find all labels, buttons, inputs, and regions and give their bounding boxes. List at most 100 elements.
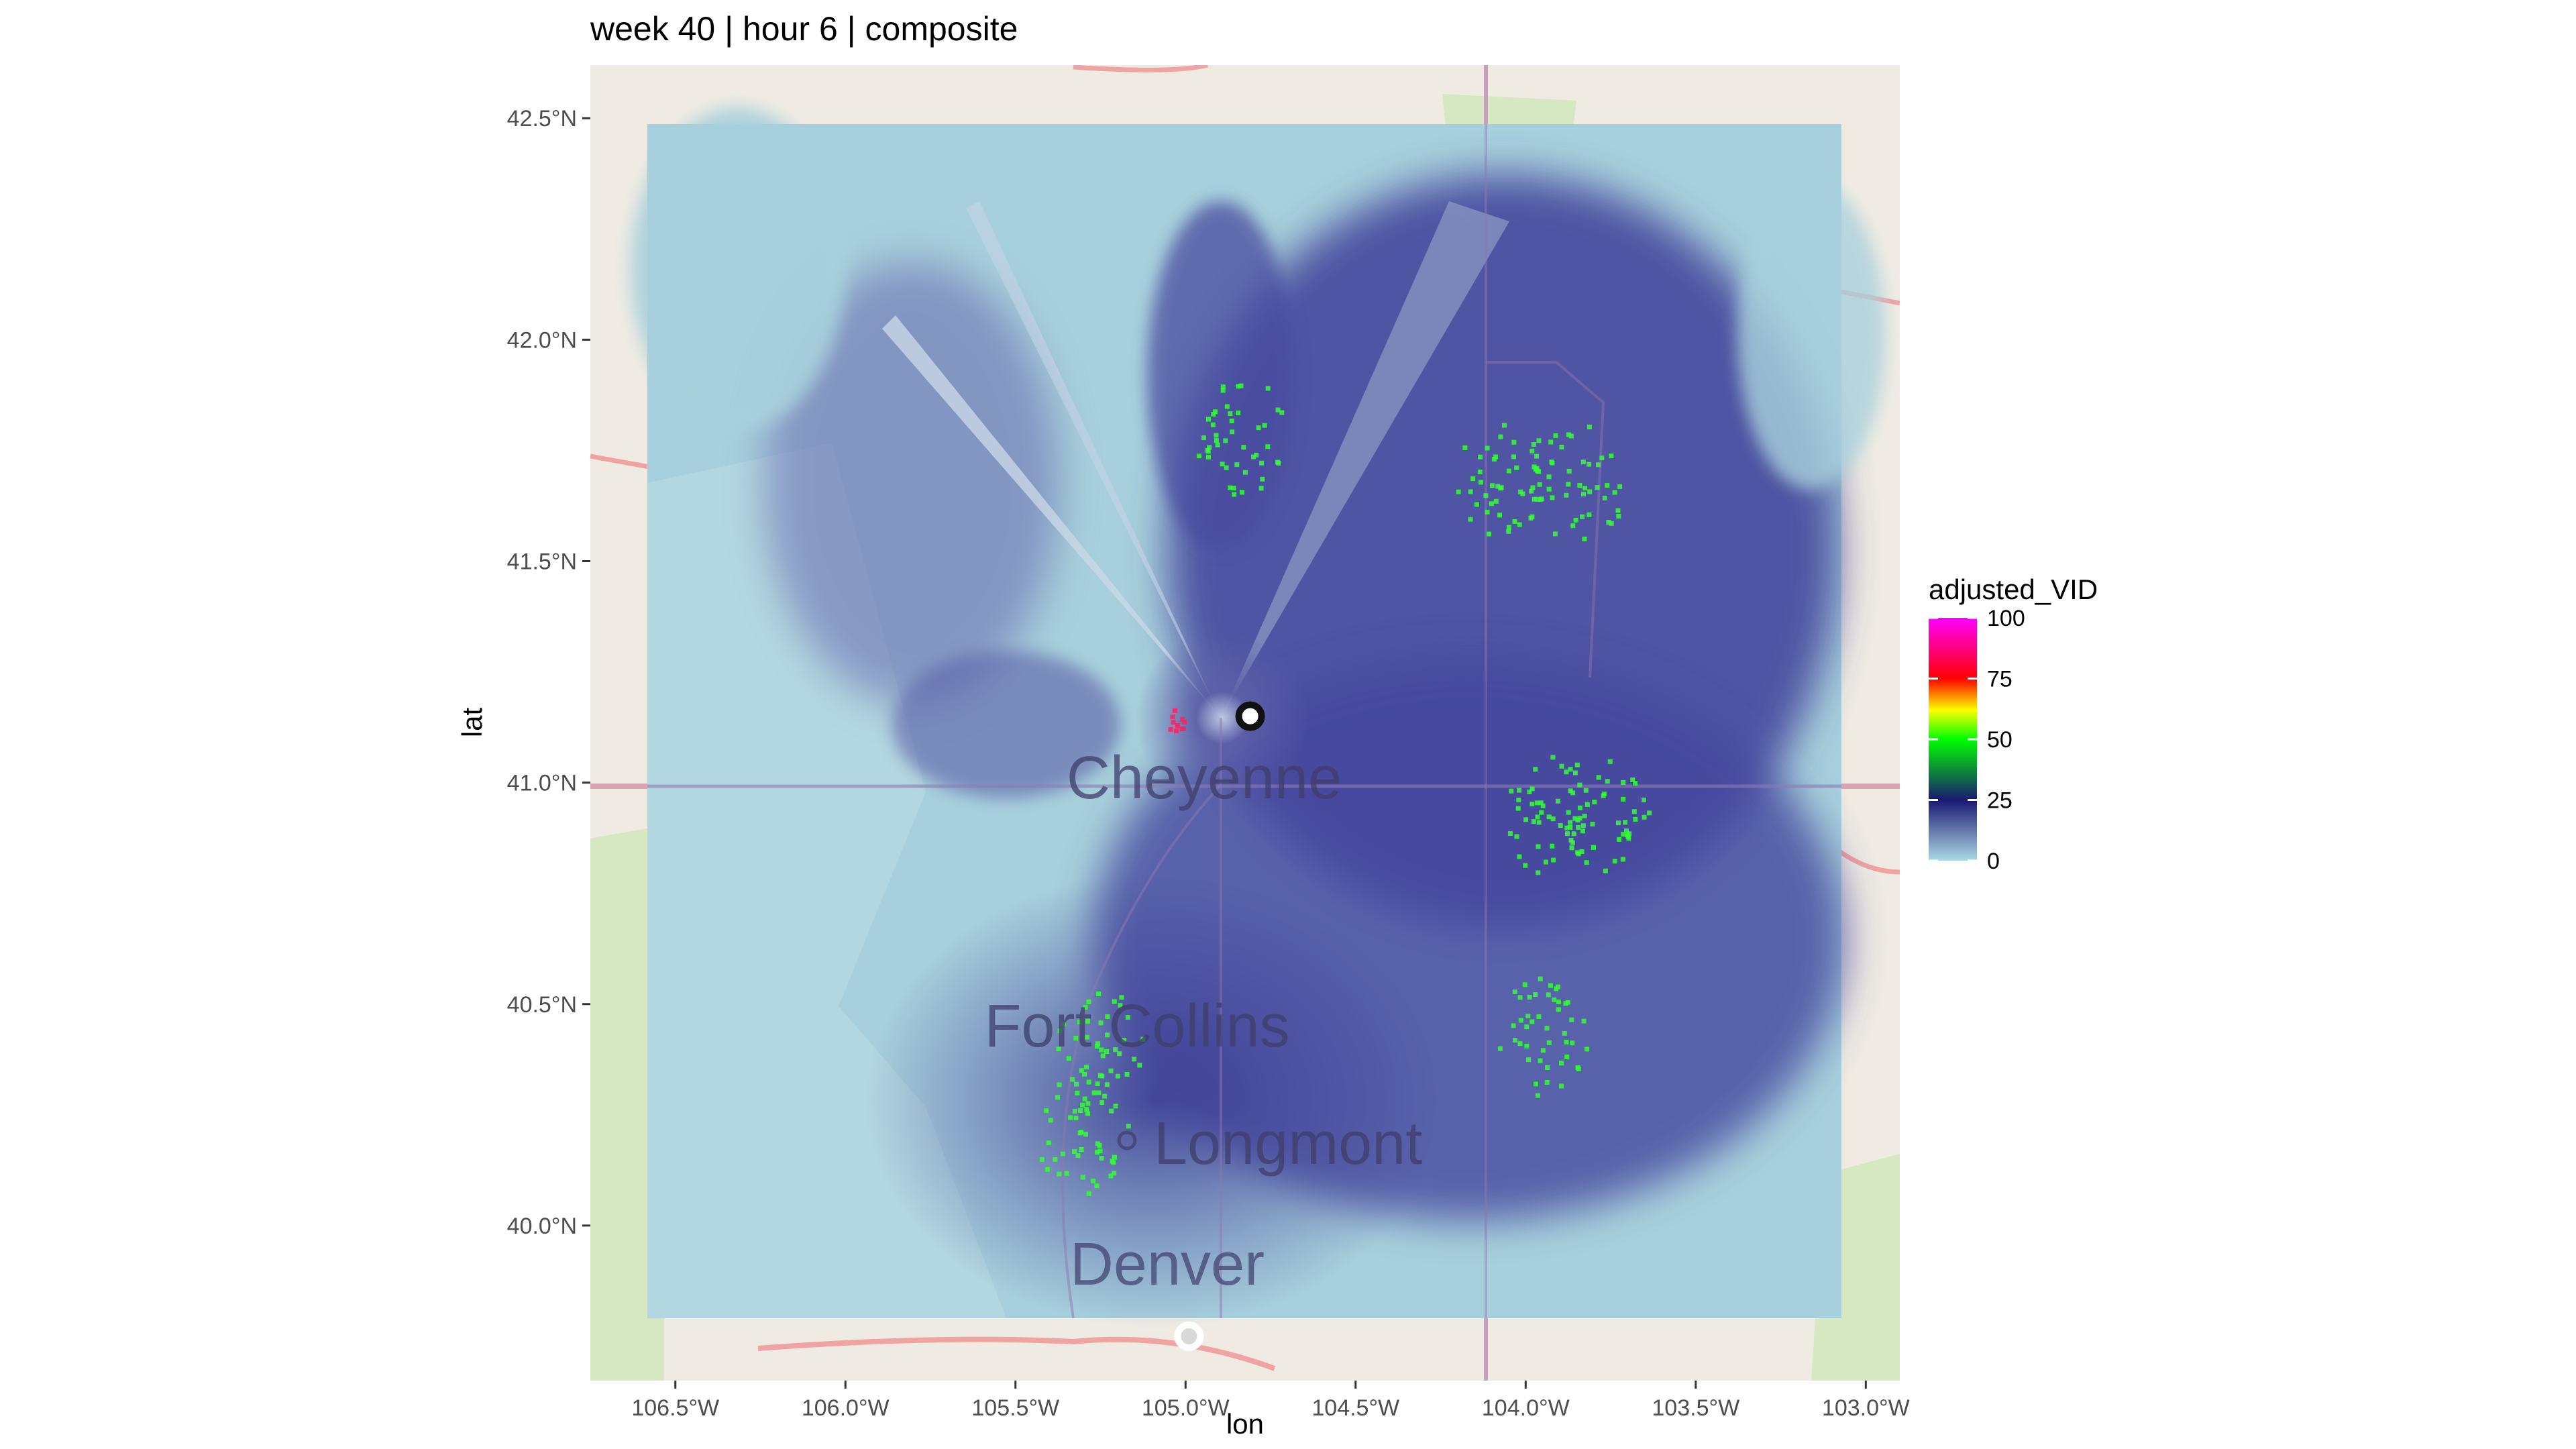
hotspot-cell xyxy=(1483,493,1489,498)
x-tick-label: 105.5°W xyxy=(971,1395,1059,1421)
hotspot-cell xyxy=(1564,492,1569,498)
hotspot-cell xyxy=(1552,997,1557,1002)
hotspot-cell xyxy=(1105,1032,1110,1038)
hotspot-cell xyxy=(1097,1148,1103,1154)
hotspot-cell xyxy=(1497,1046,1503,1051)
hotspot-cell xyxy=(1468,489,1473,494)
hotspot-cell xyxy=(1536,438,1542,443)
basemap-road xyxy=(757,1336,1276,1371)
hotspot-cell xyxy=(1100,1053,1106,1059)
hotspot-cell xyxy=(1108,1068,1114,1073)
hotspot-cell xyxy=(1234,462,1240,468)
hotspot-cell xyxy=(1566,468,1572,474)
hotspot-cell xyxy=(1068,1115,1073,1120)
hotspot-cell xyxy=(1048,1118,1053,1123)
hotspot-cell xyxy=(1602,495,1607,500)
basemap-road xyxy=(1073,65,1208,72)
legend-label: 25 xyxy=(1987,788,2012,814)
y-axis-title: lat xyxy=(456,707,488,737)
hotspot-cell xyxy=(1540,803,1546,808)
hotspot-cell xyxy=(1207,445,1212,450)
hotspot-cell xyxy=(1538,976,1543,981)
y-tick-label: 42.0°N xyxy=(507,327,577,353)
hotspot-cell xyxy=(1605,779,1610,784)
hotspot-cell xyxy=(1046,1140,1051,1146)
hotspot-cell xyxy=(1258,486,1264,491)
hotspot-cell xyxy=(1531,441,1536,447)
hotspot-cell xyxy=(1082,1071,1087,1077)
hotspot-cell xyxy=(1580,823,1586,828)
hotspot-cell xyxy=(1091,1090,1097,1095)
hotspot-cell xyxy=(1580,514,1585,519)
raster-road xyxy=(1486,361,1605,678)
hotspot-cell xyxy=(1544,1065,1550,1070)
hotspot-cell xyxy=(1230,429,1235,435)
hotspot-cell xyxy=(1538,800,1544,806)
hotspot-cell xyxy=(1559,444,1564,449)
hotspot-cell xyxy=(1220,384,1226,390)
hotspot-cell xyxy=(1529,1019,1535,1024)
hotspot-cell xyxy=(1085,1018,1090,1024)
hotspot-cell xyxy=(1078,1108,1083,1114)
hotspot-cell xyxy=(1254,452,1259,458)
hotspot-cell xyxy=(1502,423,1507,428)
hotspot-cell xyxy=(1568,837,1574,843)
x-tick-label: 105.0°W xyxy=(1142,1395,1230,1421)
hotspot-cell xyxy=(1506,525,1511,530)
raster-beam-blockage xyxy=(966,201,1221,718)
x-axis-title: lon xyxy=(1226,1408,1264,1440)
hotspot-cell xyxy=(1566,810,1571,815)
hotspot-cell xyxy=(1609,521,1614,526)
x-tick-label: 104.0°W xyxy=(1482,1395,1570,1421)
hotspot-cell xyxy=(1550,755,1556,760)
hotspot-cell xyxy=(1526,1057,1532,1063)
hotspot-cell xyxy=(1099,1099,1105,1105)
hotspot-cell xyxy=(1534,453,1540,459)
hotspot-cell xyxy=(1572,816,1578,821)
hotspot-cell xyxy=(1112,1155,1117,1160)
hotspot-cell xyxy=(1544,1026,1550,1031)
hotspot-cell xyxy=(1220,388,1226,393)
hotspot-cell xyxy=(1533,992,1538,998)
hotspot-cell xyxy=(1568,820,1573,825)
hotspot-cell xyxy=(1524,1024,1529,1030)
hotspot-cell xyxy=(1582,536,1587,541)
hotspot-cell xyxy=(1624,828,1629,834)
hotspot-cell xyxy=(1531,819,1536,824)
hotspot-cell xyxy=(1210,422,1216,427)
hotspot-cell xyxy=(1181,726,1186,731)
hotspot-cell xyxy=(1506,529,1511,534)
hotspot-cell xyxy=(1279,410,1285,415)
legend-ticks: 100 75 50 25 0 xyxy=(1929,606,2025,874)
hotspot-cell xyxy=(1111,1160,1116,1165)
hotspot-cell xyxy=(1119,995,1124,1000)
hotspot-cell xyxy=(1220,462,1225,467)
hotspot-cell xyxy=(1493,498,1499,504)
hotspot-cell xyxy=(1580,460,1586,465)
hotspot-cell xyxy=(1536,820,1542,825)
hotspot-cell xyxy=(1556,1000,1561,1005)
hotspot-cell xyxy=(1489,501,1494,506)
hotspot-cell xyxy=(1074,1081,1079,1087)
hotspot-cell xyxy=(1524,1043,1529,1049)
hotspot-cell xyxy=(1113,1047,1118,1053)
hotspot-cell xyxy=(1580,492,1586,497)
hotspot-cell xyxy=(1506,468,1511,474)
y-axis: 40.0°N 40.5°N 41.0°N 41.5°N 42.0°N 42.5°N xyxy=(507,106,590,1239)
hotspot-cell xyxy=(1083,1132,1089,1137)
hotspot-cell xyxy=(1231,486,1236,491)
hotspot-cell xyxy=(1534,800,1540,806)
hotspot-cell xyxy=(1544,1079,1550,1085)
hotspot-cell xyxy=(1082,1096,1087,1102)
hotspot-cell xyxy=(1240,490,1245,495)
hotspot-cell xyxy=(1543,859,1548,865)
legend-title: adjusted_VID xyxy=(1929,574,2098,605)
hotspot-cell xyxy=(1275,407,1281,413)
hotspot-cell xyxy=(1520,491,1525,496)
hotspot-cell xyxy=(1086,999,1091,1004)
hotspot-cell xyxy=(1617,837,1622,842)
hotspot-cell xyxy=(1539,496,1544,502)
hotspot-cell xyxy=(1498,434,1503,439)
hotspot-cell xyxy=(1532,496,1537,502)
map-label-denver: Denver xyxy=(1070,1231,1265,1298)
